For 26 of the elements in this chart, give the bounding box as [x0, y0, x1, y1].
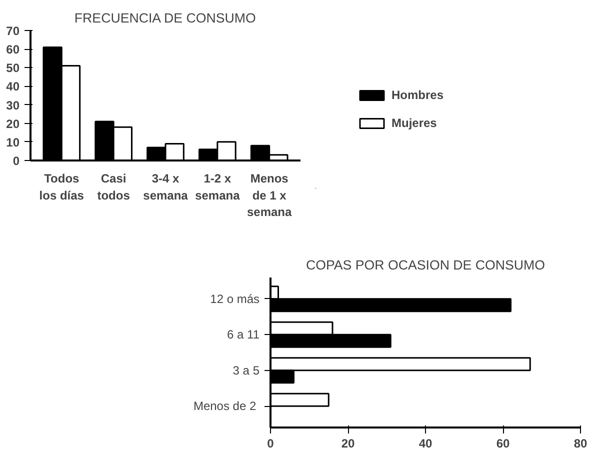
chart-title: COPAS POR OCASION DE CONSUMO: [306, 258, 545, 272]
y-tick-label: 50: [6, 61, 20, 76]
x-tick-label: 3-4 x semana: [143, 172, 188, 202]
x-tick-label: Menos de 1 x semana: [247, 172, 292, 220]
x-tick-label: 20: [341, 436, 355, 450]
y-tick-label: 70: [6, 24, 20, 38]
y-tick-label: 12 o más: [210, 292, 260, 306]
x-tick-label: Todos los días: [39, 172, 84, 202]
y-tick-label: 60: [6, 42, 20, 57]
y-tick-label: 10: [6, 135, 20, 150]
x-tick-label: 1-2 x semana: [195, 172, 240, 202]
y-tick-label: 40: [6, 80, 20, 94]
chart-title: FRECUENCIA DE CONSUMO: [74, 10, 256, 26]
y-tick-label: Menos de 2: [193, 399, 256, 414]
x-tick-label: 60: [496, 436, 510, 450]
legend-label: Hombres: [391, 88, 444, 102]
y-tick-label: 6 a 11: [227, 328, 260, 342]
x-tick-label: 40: [418, 436, 432, 450]
legend-label: Mujeres: [391, 116, 437, 130]
x-tick-label: 80: [574, 436, 588, 450]
y-tick-label: 20: [6, 116, 20, 131]
x-tick-label: Casi todos: [97, 172, 130, 202]
y-tick-label: 30: [6, 98, 20, 112]
x-tick-label: 0: [267, 436, 274, 450]
y-tick-label: 0: [12, 154, 20, 168]
y-tick-label: 3 a 5: [232, 363, 260, 378]
